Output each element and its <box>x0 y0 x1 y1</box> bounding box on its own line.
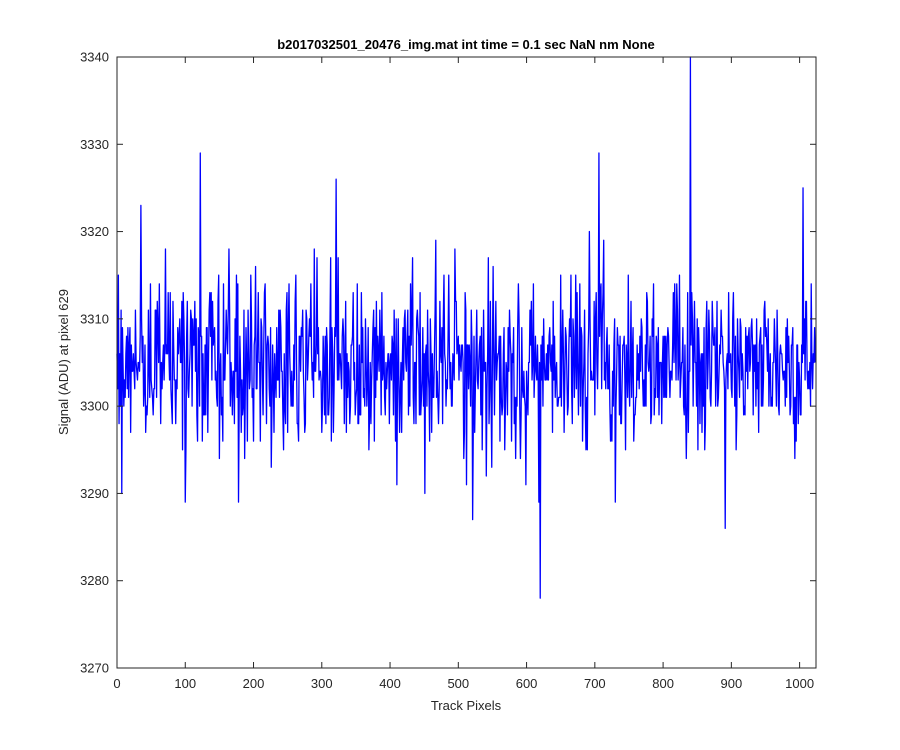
x-axis-title: Track Pixels <box>431 698 502 713</box>
x-tick-label: 400 <box>379 676 401 691</box>
x-tick-label: 800 <box>652 676 674 691</box>
x-tick-label: 100 <box>174 676 196 691</box>
y-tick-label: 3330 <box>80 137 109 152</box>
signal-series-line <box>116 56 816 599</box>
y-tick-label: 3300 <box>80 399 109 414</box>
axes-box <box>116 56 817 669</box>
x-tick-label: 900 <box>721 676 743 691</box>
x-tick-label: 1000 <box>785 676 814 691</box>
y-tick-label: 3280 <box>80 573 109 588</box>
y-tick-label: 3290 <box>80 486 109 501</box>
x-tick-label: 600 <box>516 676 538 691</box>
y-tick-label: 3320 <box>80 224 109 239</box>
ticks-layer: 0 100 200 300 400 500 600 700 800 900 1000 3270 3280… <box>80 50 816 691</box>
y-tick-label: 3310 <box>80 311 109 326</box>
series-layer <box>116 56 816 599</box>
x-tick-label: 0 <box>113 676 120 691</box>
y-axis-title: Signal (ADU) at pixel 629 <box>56 289 71 435</box>
y-tick-label: 3340 <box>80 50 109 65</box>
y-tick-label: 3270 <box>80 661 109 676</box>
chart-title: b2017032501_20476_img.mat int time = 0.1… <box>277 37 655 52</box>
x-tick-label: 200 <box>243 676 265 691</box>
x-tick-label: 300 <box>311 676 333 691</box>
x-tick-label: 500 <box>447 676 469 691</box>
x-tick-label: 700 <box>584 676 606 691</box>
